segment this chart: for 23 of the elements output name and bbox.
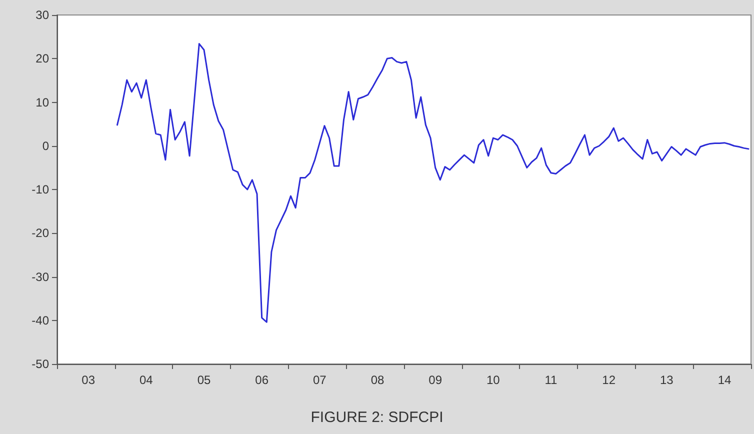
y-tick-label: -50 <box>32 357 50 371</box>
y-tick-label: 0 <box>42 138 50 153</box>
x-tick-label: 07 <box>312 373 327 387</box>
y-tick-label: 30 <box>36 8 50 22</box>
x-tick-label: 13 <box>660 373 674 387</box>
line-series <box>116 43 750 323</box>
y-tick-label: -10 <box>32 182 50 196</box>
x-tick-label: 08 <box>370 373 384 387</box>
y-tick-label: 20 <box>36 52 50 66</box>
x-tick-label: 06 <box>255 373 269 387</box>
x-tick-label: 10 <box>486 373 500 387</box>
y-tick-label: 10 <box>36 95 50 110</box>
x-tick-label: 14 <box>718 373 732 387</box>
y-tick-label: -40 <box>32 313 50 328</box>
x-tick-label: 04 <box>139 373 154 387</box>
x-tick-label: 05 <box>197 373 211 387</box>
x-tick-label: 12 <box>602 373 616 387</box>
y-tick-label: -30 <box>32 270 50 284</box>
x-tick-label: 03 <box>82 373 96 387</box>
x-tick-label: 09 <box>428 373 442 387</box>
y-tick-label: -20 <box>32 226 50 240</box>
text: FIGURE 2: SDFCPI <box>310 409 444 426</box>
x-tick-label: 11 <box>544 373 558 387</box>
